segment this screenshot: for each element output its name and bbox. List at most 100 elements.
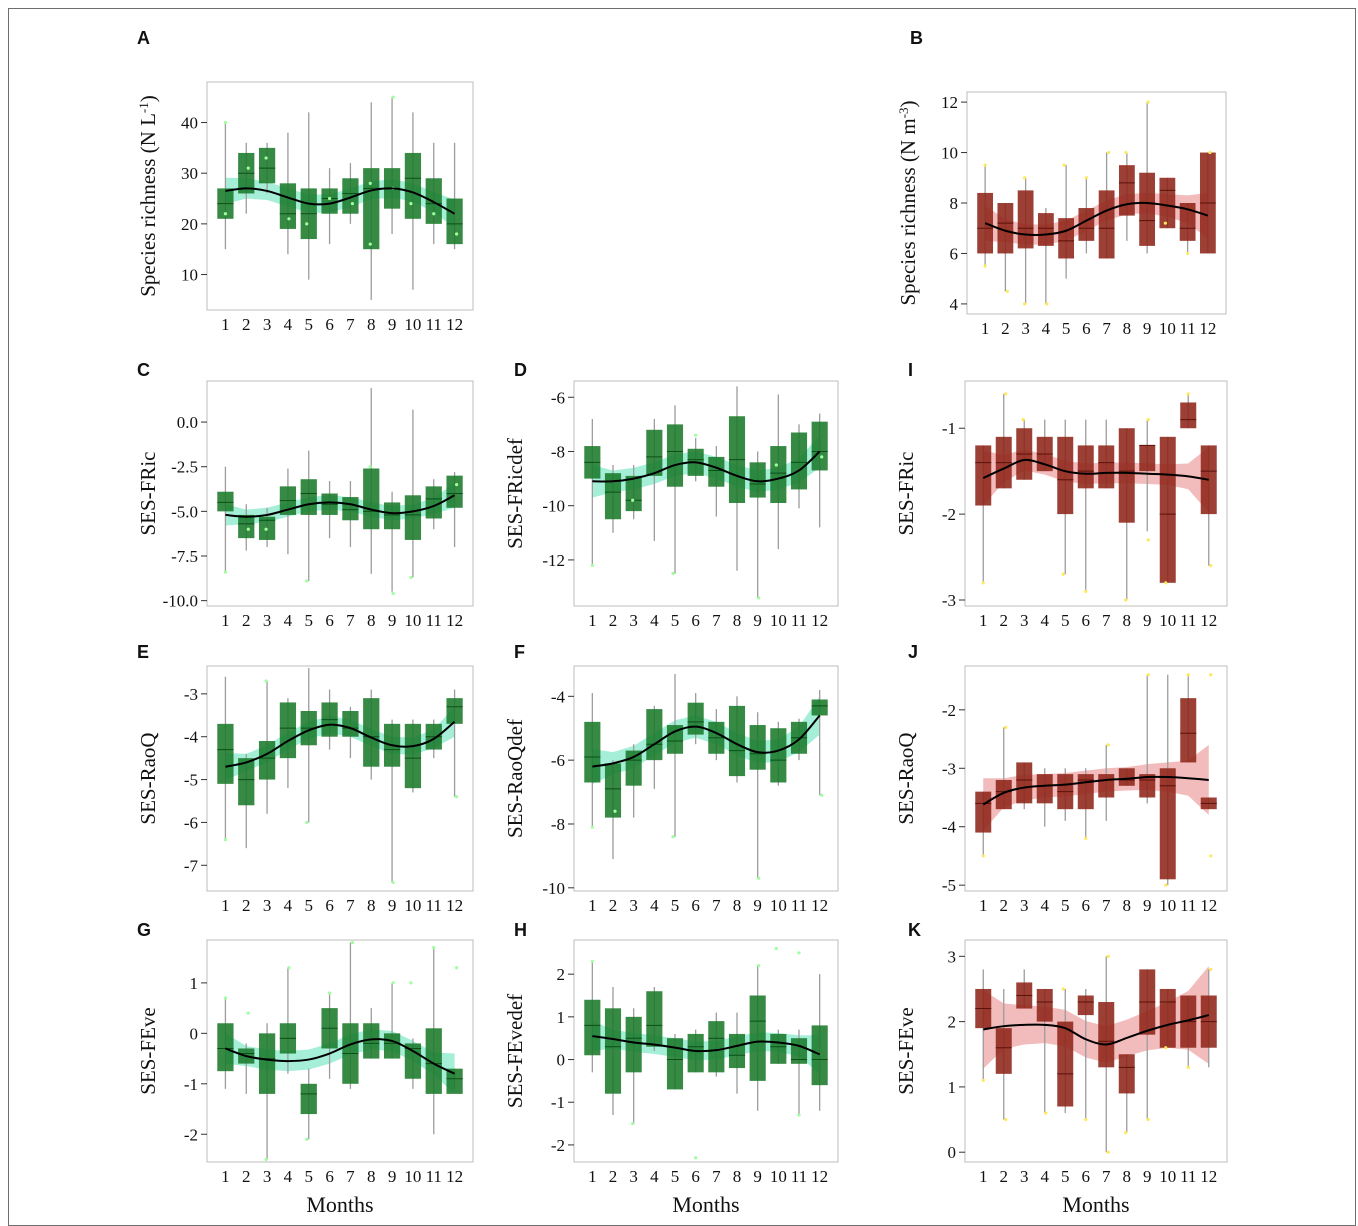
panel-c-xtick-label: 8 bbox=[367, 611, 376, 630]
panel-b-xtick-label: 4 bbox=[1042, 319, 1051, 338]
panel-j-box bbox=[1016, 762, 1033, 804]
panel-j-box bbox=[1098, 774, 1115, 798]
panel-b-ytick-label: 4 bbox=[950, 295, 959, 314]
panel-e-xtick-label: 11 bbox=[426, 896, 442, 915]
panel-a-trend-line bbox=[225, 187, 456, 215]
panel-f-box bbox=[770, 728, 787, 783]
panel-i-ytick-label: -2 bbox=[942, 505, 956, 524]
panel-j-point bbox=[1004, 725, 1008, 729]
panel-i-xtick-label: 11 bbox=[1180, 611, 1196, 630]
panel-i-point bbox=[981, 581, 985, 585]
panel-h-xtick-label: 12 bbox=[811, 1167, 828, 1186]
panel-e-point bbox=[223, 837, 228, 842]
panel-h-point bbox=[797, 951, 801, 955]
panel-c-ylabel: SES-FRic bbox=[136, 451, 160, 535]
panel-h-ytick-label: 1 bbox=[557, 1008, 566, 1027]
panel-k-ytick-label: 0 bbox=[948, 1143, 957, 1162]
panel-k-xtick-label: 1 bbox=[979, 1167, 988, 1186]
panel-h-box bbox=[646, 991, 663, 1047]
panel-i-box bbox=[1159, 436, 1176, 583]
panel-k-letter: K bbox=[908, 920, 921, 940]
panel-g-xtick-label: 7 bbox=[346, 1167, 355, 1186]
panel-i-xtick-label: 12 bbox=[1200, 611, 1217, 630]
panel-g-point bbox=[305, 1137, 309, 1141]
panel-i-point bbox=[1084, 589, 1088, 594]
panel-k-box bbox=[1118, 1054, 1135, 1094]
panel-h-xtick-label: 5 bbox=[671, 1167, 680, 1186]
panel-k-box bbox=[1098, 1002, 1115, 1068]
panel-b-trend-line bbox=[984, 201, 1209, 237]
panel-d-box bbox=[708, 456, 725, 487]
panel-b-letter: B bbox=[910, 28, 923, 48]
panel-c-box bbox=[404, 495, 422, 540]
panel-k-point bbox=[1124, 1131, 1128, 1135]
panel-j-point bbox=[1209, 854, 1213, 858]
panel-e-box bbox=[342, 711, 359, 737]
panel-i-xtick-label: 4 bbox=[1041, 611, 1050, 630]
panel-d-xtick-label: 9 bbox=[753, 611, 762, 630]
panel-f-box bbox=[749, 725, 766, 770]
panel-b-point bbox=[1186, 251, 1190, 256]
panel-a-ytick-label: 30 bbox=[181, 164, 198, 183]
panel-j-xtick-label: 7 bbox=[1102, 896, 1111, 915]
panel-k-point bbox=[1061, 987, 1065, 991]
panel-f-box bbox=[625, 750, 642, 786]
panel-k-xtick-label: 3 bbox=[1020, 1167, 1029, 1186]
panel-b-point bbox=[1084, 176, 1088, 180]
panel-e-xtick-label: 2 bbox=[242, 896, 251, 915]
panel-f-point bbox=[820, 793, 824, 797]
panel-a-box bbox=[446, 198, 463, 245]
panel-f-point bbox=[671, 835, 675, 839]
panel-j-xtick-label: 5 bbox=[1061, 896, 1070, 915]
panel-k-xtick-label: 7 bbox=[1102, 1167, 1111, 1186]
panel-a-point bbox=[246, 166, 250, 170]
panel-a-point bbox=[368, 181, 372, 185]
panel-e-ytick-label: -5 bbox=[184, 771, 198, 790]
panel-a-point bbox=[350, 202, 355, 206]
panel-i-xtick-label: 9 bbox=[1143, 611, 1152, 630]
panel-e-xtick-label: 8 bbox=[367, 896, 376, 915]
panel-g-xtick-label: 12 bbox=[446, 1167, 463, 1186]
panel-g-box bbox=[446, 1068, 463, 1094]
panel-g-point bbox=[327, 991, 332, 995]
panel-b-ytick-label: 8 bbox=[950, 194, 959, 213]
panel-b-point bbox=[983, 163, 987, 167]
panel-h-xtick-label: 1 bbox=[588, 1167, 597, 1186]
panel-f-xtick-label: 11 bbox=[791, 896, 807, 915]
panel-f-xtick-label: 6 bbox=[691, 896, 700, 915]
panel-d-box bbox=[790, 432, 808, 490]
panel-b-point bbox=[1005, 289, 1009, 293]
panel-h-xtick-label: 2 bbox=[609, 1167, 618, 1186]
panel-b-xtick-label: 8 bbox=[1123, 319, 1132, 338]
panel-e-box bbox=[446, 698, 463, 724]
panel-d-point bbox=[694, 433, 698, 437]
panel-c-box bbox=[446, 475, 463, 508]
panel-h-point bbox=[757, 964, 761, 968]
panel-i-point bbox=[1164, 581, 1168, 585]
panel-h-xtick-label: 8 bbox=[733, 1167, 742, 1186]
panel-f-xtick-label: 1 bbox=[588, 896, 597, 915]
panel-c-xtick-label: 11 bbox=[426, 611, 442, 630]
panel-h-point bbox=[694, 1156, 698, 1160]
panel-j-box bbox=[1077, 774, 1094, 810]
panel-f-xtick-label: 8 bbox=[733, 896, 742, 915]
panel-d-xtick-label: 8 bbox=[733, 611, 742, 630]
panel-d-box bbox=[749, 462, 766, 498]
panel-b-xtick-label: 5 bbox=[1062, 319, 1071, 338]
panel-g-letter: G bbox=[137, 920, 151, 940]
panel-c-xtick-label: 5 bbox=[305, 611, 314, 630]
panel-j-xtick-label: 8 bbox=[1123, 896, 1132, 915]
panel-i-xtick-label: 3 bbox=[1020, 611, 1029, 630]
panel-c-point bbox=[223, 570, 228, 574]
panel-e-box bbox=[404, 723, 422, 789]
panel-j-ytick-label: -5 bbox=[942, 876, 956, 895]
panel-f-xtick-label: 3 bbox=[629, 896, 638, 915]
panel-a-xtick-label: 5 bbox=[305, 315, 314, 334]
panel-a-letter: A bbox=[137, 28, 150, 48]
panel-e-box bbox=[279, 702, 297, 759]
panel-i-ytick-label: -1 bbox=[942, 419, 956, 438]
panel-a-xtick-label: 6 bbox=[325, 315, 334, 334]
panel-d-point bbox=[757, 596, 761, 600]
